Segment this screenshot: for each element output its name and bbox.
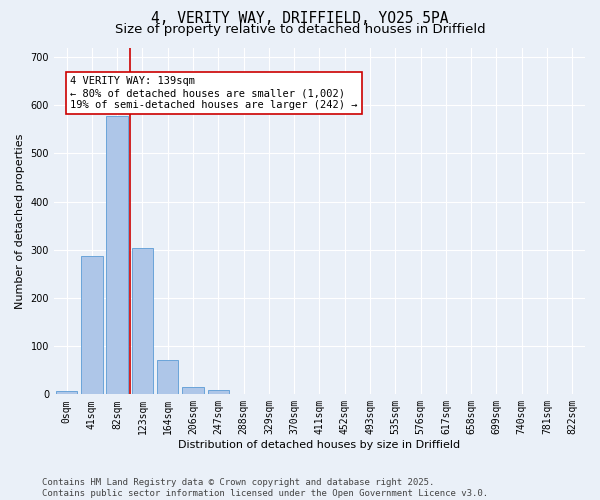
X-axis label: Distribution of detached houses by size in Driffield: Distribution of detached houses by size …: [178, 440, 461, 450]
Bar: [157, 360, 178, 394]
Bar: [131, 248, 153, 394]
Text: Contains HM Land Registry data © Crown copyright and database right 2025.
Contai: Contains HM Land Registry data © Crown c…: [42, 478, 488, 498]
Bar: [182, 386, 204, 394]
Text: 4 VERITY WAY: 139sqm
← 80% of detached houses are smaller (1,002)
19% of semi-de: 4 VERITY WAY: 139sqm ← 80% of detached h…: [70, 76, 358, 110]
Text: Size of property relative to detached houses in Driffield: Size of property relative to detached ho…: [115, 22, 485, 36]
Bar: [56, 391, 77, 394]
Text: 4, VERITY WAY, DRIFFIELD, YO25 5PA: 4, VERITY WAY, DRIFFIELD, YO25 5PA: [151, 11, 449, 26]
Bar: [81, 256, 103, 394]
Bar: [106, 116, 128, 394]
Y-axis label: Number of detached properties: Number of detached properties: [15, 133, 25, 308]
Bar: [208, 390, 229, 394]
